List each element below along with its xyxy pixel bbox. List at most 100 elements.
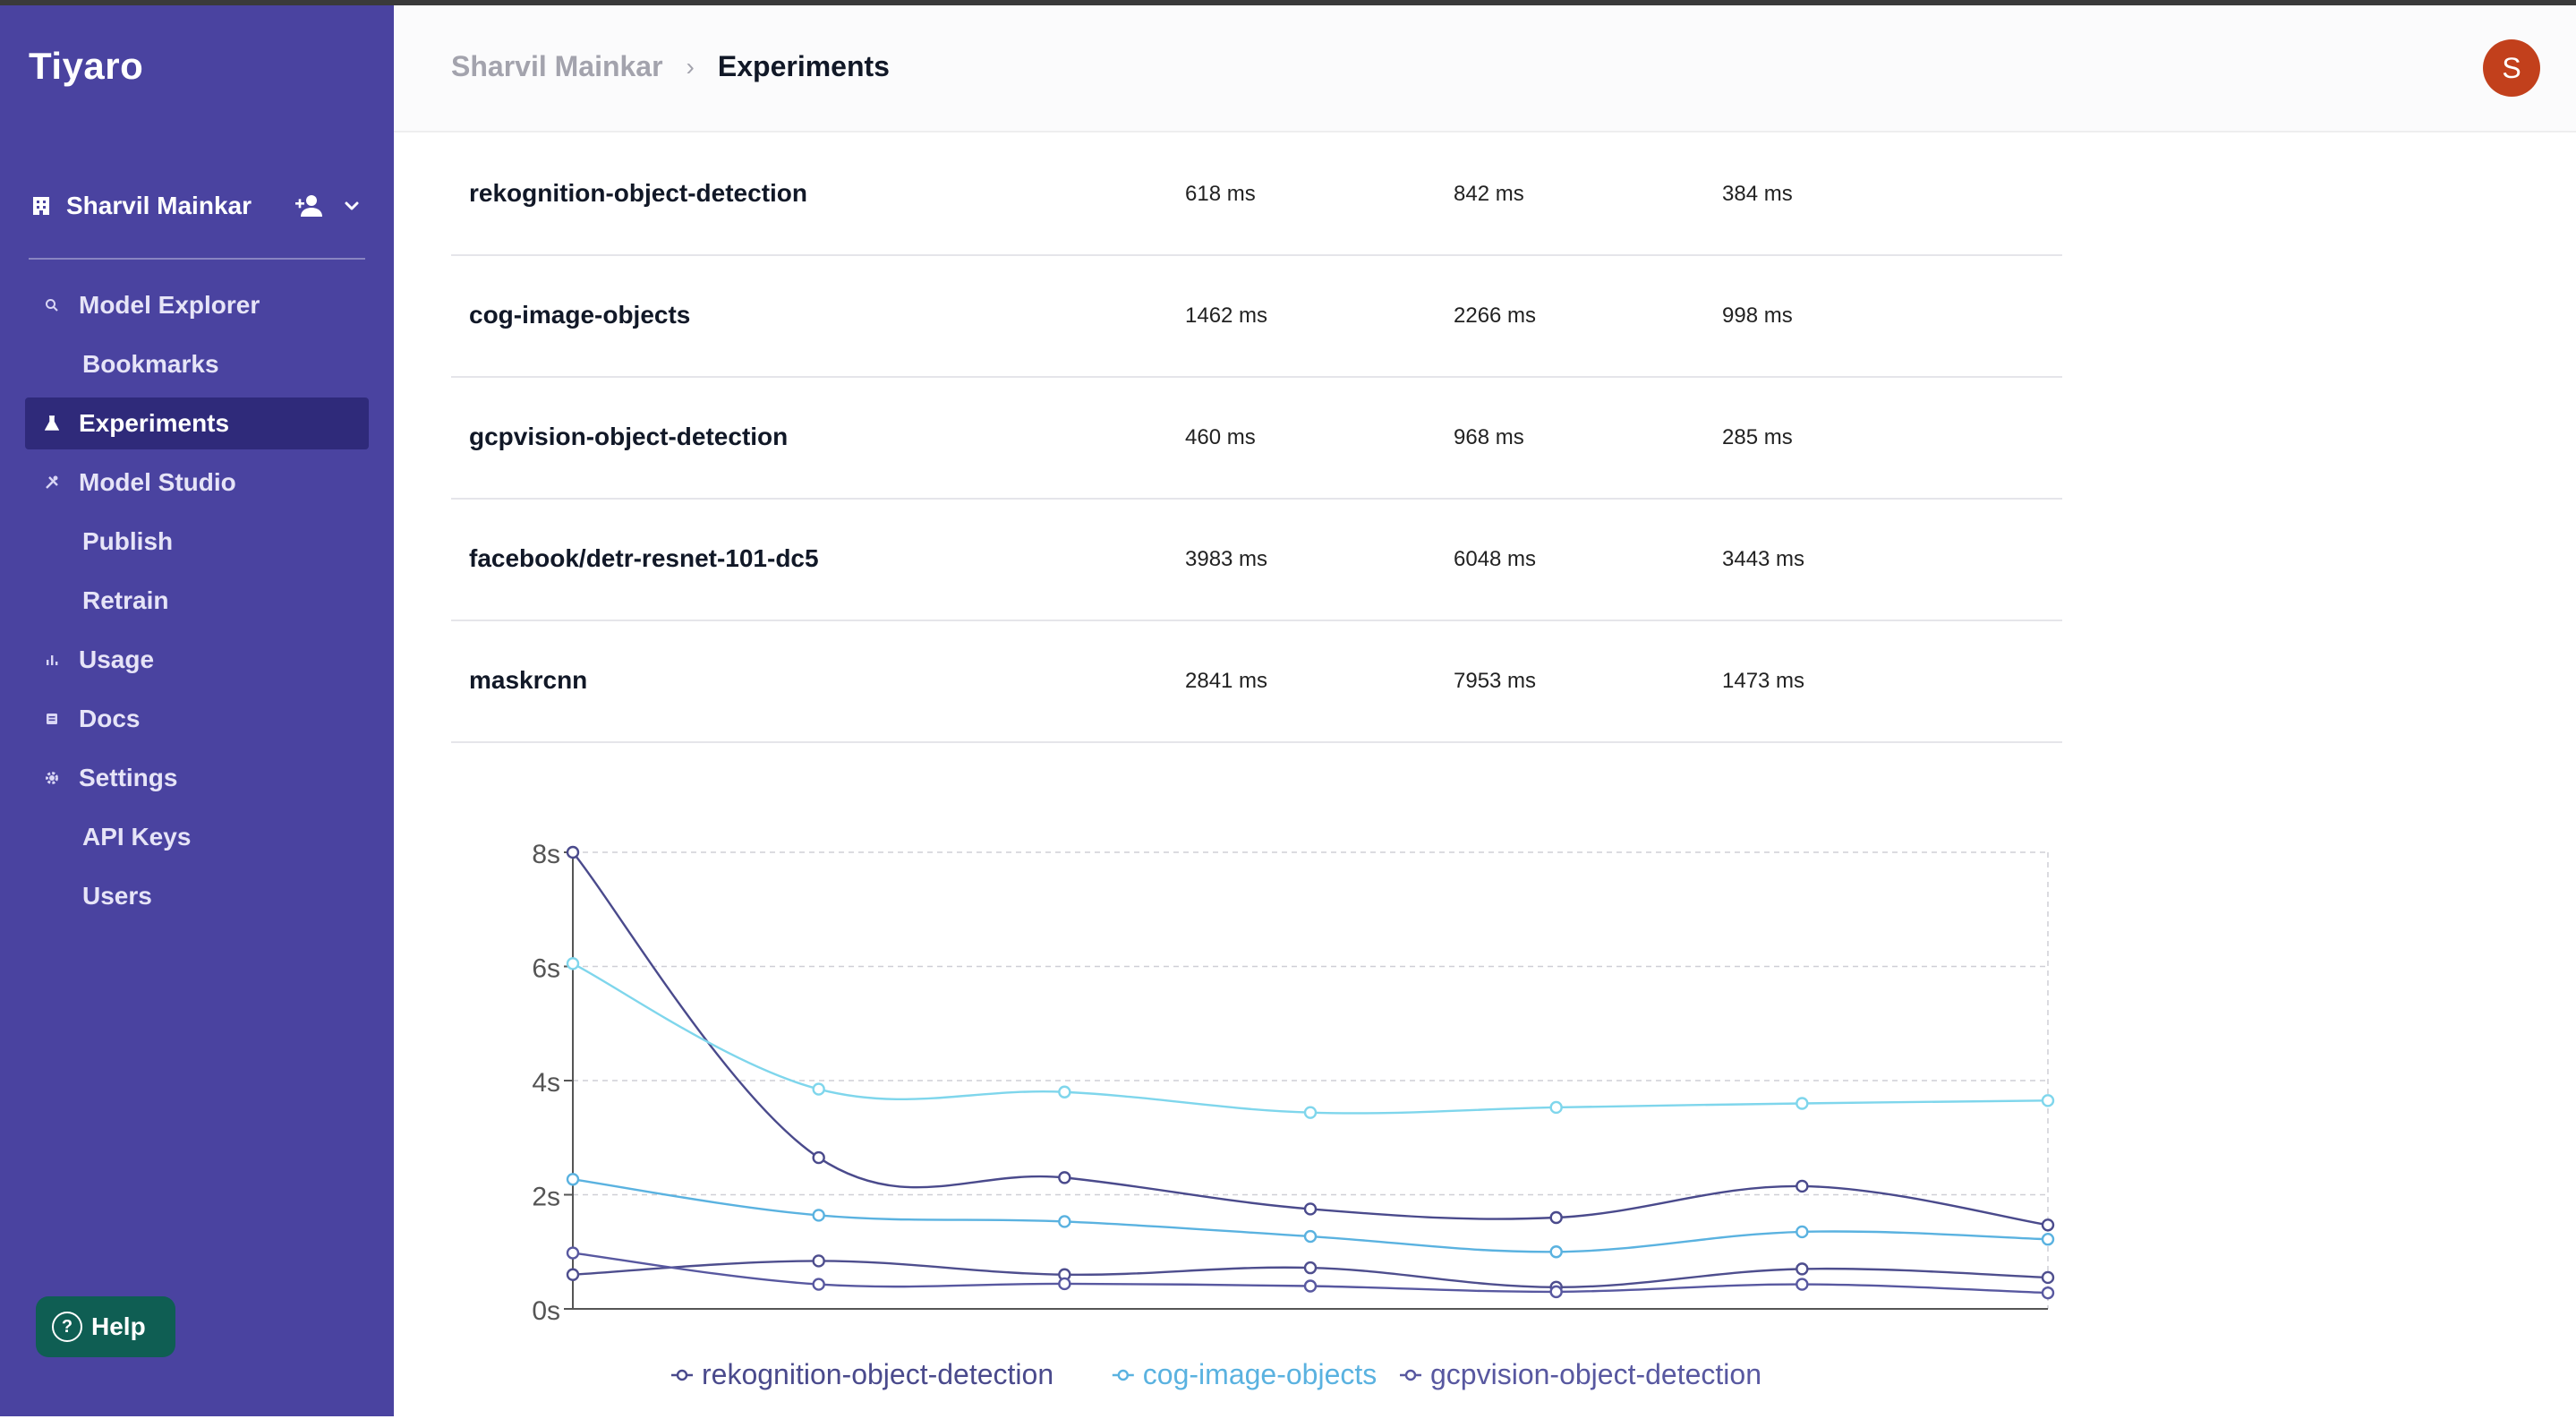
data-point: [2041, 1286, 2055, 1300]
latency-value: 3983 ms: [1185, 547, 1268, 571]
experiments-table: rekognition-object-detection 618 ms 842 …: [451, 134, 2062, 743]
sidebar-item-model-studio[interactable]: Model Studio: [25, 457, 369, 509]
sidebar-item-bookmarks[interactable]: Bookmarks: [25, 338, 369, 390]
gear-icon: [25, 770, 79, 786]
table-row[interactable]: maskrcnn 2841 ms 7953 ms 1473 ms: [451, 621, 2062, 743]
help-button[interactable]: ? Help: [36, 1296, 175, 1357]
sidebar-item-publish[interactable]: Publish: [25, 516, 369, 568]
data-point: [1303, 1202, 1318, 1216]
data-point: [2041, 1218, 2055, 1232]
data-point: [1549, 1285, 1563, 1299]
chevron-down-icon[interactable]: [338, 193, 365, 218]
sidebar-item-label: Users: [82, 882, 152, 910]
sidebar-item-usage[interactable]: Usage: [25, 634, 369, 686]
legend-label: rekognition-object-detection: [702, 1358, 1053, 1390]
sidebar-item-label: Publish: [82, 527, 174, 555]
building-icon: [29, 193, 54, 218]
y-tick-label: 0s: [532, 1296, 560, 1326]
data-point: [566, 1246, 580, 1260]
latency-value: 2266 ms: [1454, 303, 1537, 328]
data-point: [812, 1254, 825, 1268]
table-row[interactable]: rekognition-object-detection 618 ms 842 …: [451, 134, 2062, 256]
data-point: [1796, 1278, 1809, 1291]
latency-value: 842 ms: [1454, 182, 1524, 206]
latency-value: 1462 ms: [1185, 303, 1268, 328]
data-point: [1796, 1262, 1809, 1276]
latency-value: 998 ms: [1722, 303, 1793, 328]
data-point: [2041, 1233, 2055, 1246]
breadcrumb: Sharvil Mainkar › Experiments: [451, 50, 890, 83]
sidebar-item-label: Model Studio: [79, 468, 236, 496]
model-name: gcpvision-object-detection: [469, 423, 789, 450]
data-point: [566, 957, 580, 970]
data-point: [1058, 1215, 1071, 1228]
latency-value: 2841 ms: [1185, 669, 1268, 693]
sidebar-item-model-explorer[interactable]: Model Explorer: [25, 279, 369, 331]
sidebar-divider: [29, 258, 365, 260]
window-top-border: [0, 0, 2576, 5]
y-tick-label: 4s: [532, 1068, 560, 1098]
data-point: [812, 1150, 825, 1165]
sidebar-item-label: Retrain: [82, 586, 169, 614]
latency-value: 1473 ms: [1722, 669, 1805, 693]
latency-value: 618 ms: [1185, 182, 1256, 206]
sidebar-item-label: Docs: [79, 705, 141, 732]
series-line: [572, 851, 2049, 1227]
data-point: [1303, 1106, 1318, 1119]
data-point: [1058, 1085, 1071, 1098]
sidebar-item-label: API Keys: [82, 823, 192, 851]
data-point: [1549, 1245, 1563, 1259]
data-point: [1058, 1277, 1071, 1291]
data-point: [812, 1278, 825, 1291]
data-point: [566, 1173, 580, 1186]
latency-value: 3443 ms: [1722, 547, 1805, 571]
sidebar-nav: Model Explorer Bookmarks Experiments Mod…: [25, 279, 369, 929]
data-point: [1549, 1210, 1563, 1225]
data-point: [566, 845, 580, 859]
org-switcher[interactable]: Sharvil Mainkar: [29, 186, 369, 226]
top-header: Sharvil Mainkar › Experiments S: [394, 5, 2576, 132]
y-tick-label: 6s: [532, 954, 560, 984]
brand-logo[interactable]: Tiyaro: [29, 45, 144, 87]
sidebar-item-retrain[interactable]: Retrain: [25, 575, 369, 627]
table-row[interactable]: facebook/detr-resnet-101-dc5 3983 ms 604…: [451, 500, 2062, 621]
sidebar-item-settings[interactable]: Settings: [25, 752, 369, 804]
latency-value: 7953 ms: [1454, 669, 1537, 693]
table-row[interactable]: gcpvision-object-detection 460 ms 968 ms…: [451, 378, 2062, 500]
add-user-icon[interactable]: [294, 192, 324, 220]
data-point: [1796, 1225, 1809, 1239]
data-point: [812, 1209, 825, 1222]
legend-label: cog-image-objects: [1143, 1358, 1377, 1390]
avatar[interactable]: S: [2483, 39, 2540, 97]
data-point: [2041, 1094, 2055, 1107]
data-point: [2041, 1270, 2055, 1285]
model-name: facebook/detr-resnet-101-dc5: [469, 544, 819, 572]
sidebar-item-experiments[interactable]: Experiments: [25, 397, 369, 449]
data-point: [1303, 1229, 1318, 1244]
sidebar-item-docs[interactable]: Docs: [25, 693, 369, 745]
sidebar-item-api-keys[interactable]: API Keys: [25, 811, 369, 863]
latency-chart-svg: 0s 2s 4s 6s 8s rekognition-object-detection co…: [532, 840, 2055, 1390]
help-label: Help: [91, 1312, 146, 1340]
bar-chart-icon: [25, 653, 79, 667]
sidebar-item-label: Experiments: [79, 409, 230, 437]
model-name: cog-image-objects: [469, 301, 691, 329]
data-point: [566, 1268, 580, 1281]
latency-value: 460 ms: [1185, 425, 1256, 449]
latency-value: 968 ms: [1454, 425, 1524, 449]
latency-value: 384 ms: [1722, 182, 1793, 206]
data-point: [812, 1082, 825, 1096]
sidebar-item-label: Model Explorer: [79, 291, 260, 319]
data-point: [1796, 1097, 1809, 1110]
legend-marker: [1404, 1369, 1417, 1381]
legend-marker: [1117, 1369, 1129, 1381]
table-row[interactable]: cog-image-objects 1462 ms 2266 ms 998 ms: [451, 256, 2062, 378]
sidebar-item-label: Bookmarks: [82, 350, 219, 378]
sidebar-item-users[interactable]: Users: [25, 870, 369, 922]
y-tick-label: 8s: [532, 840, 560, 869]
breadcrumb-item-org[interactable]: Sharvil Mainkar: [451, 50, 663, 82]
tools-icon: [25, 474, 79, 491]
latency-value: 6048 ms: [1454, 547, 1537, 571]
y-tick-label: 2s: [532, 1183, 560, 1212]
data-point: [1303, 1279, 1318, 1293]
